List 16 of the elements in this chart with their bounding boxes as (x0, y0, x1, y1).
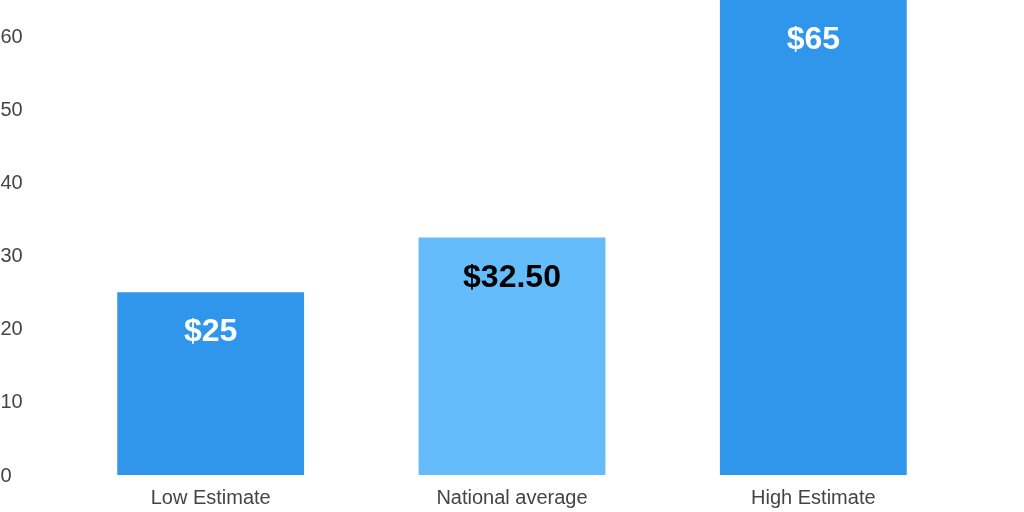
x-tick-label: High Estimate (751, 485, 876, 508)
y-tick-label: 10 (0, 390, 23, 413)
y-tick-label: 20 (0, 317, 23, 340)
data-label: $25 (183, 312, 238, 349)
bar (117, 292, 305, 475)
bar (719, 0, 907, 475)
y-tick-label: 40 (0, 171, 23, 194)
x-tick-label: Low Estimate (150, 485, 271, 508)
x-tick-label: National average (436, 485, 588, 508)
y-tick-label: 0 (0, 463, 12, 486)
y-tick-label: 30 (0, 244, 23, 267)
y-tick-label: 60 (0, 25, 23, 48)
data-label: $65 (786, 20, 841, 56)
y-tick-label: 50 (0, 98, 23, 121)
bar (418, 237, 606, 475)
data-label: $32.50 (463, 257, 561, 294)
